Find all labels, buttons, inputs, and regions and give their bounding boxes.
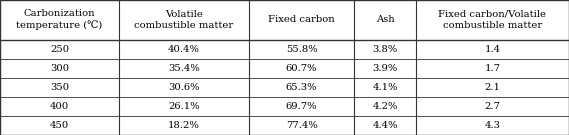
Text: 18.2%: 18.2% — [168, 121, 200, 130]
Text: 2.1: 2.1 — [484, 83, 500, 92]
Text: 300: 300 — [50, 64, 69, 73]
Text: 26.1%: 26.1% — [168, 102, 200, 111]
Text: 69.7%: 69.7% — [286, 102, 318, 111]
Text: Fixed carbon/Volatile
combustible matter: Fixed carbon/Volatile combustible matter — [438, 10, 546, 30]
Text: 4.4%: 4.4% — [372, 121, 398, 130]
Text: 1.4: 1.4 — [484, 45, 500, 54]
Text: 4.1%: 4.1% — [372, 83, 398, 92]
Text: 30.6%: 30.6% — [168, 83, 200, 92]
Text: Carbonization
temperature (℃): Carbonization temperature (℃) — [17, 9, 103, 31]
Text: Ash: Ash — [376, 15, 394, 24]
Text: 55.8%: 55.8% — [286, 45, 318, 54]
Text: 35.4%: 35.4% — [168, 64, 200, 73]
Text: 350: 350 — [50, 83, 69, 92]
Text: 450: 450 — [50, 121, 69, 130]
Text: 1.7: 1.7 — [484, 64, 500, 73]
Text: 4.2%: 4.2% — [372, 102, 398, 111]
Text: 77.4%: 77.4% — [286, 121, 318, 130]
Text: 4.3: 4.3 — [484, 121, 500, 130]
Text: 65.3%: 65.3% — [286, 83, 318, 92]
Text: Fixed carbon: Fixed carbon — [268, 15, 335, 24]
Text: 40.4%: 40.4% — [168, 45, 200, 54]
Text: 3.8%: 3.8% — [372, 45, 398, 54]
Text: 2.7: 2.7 — [484, 102, 500, 111]
Text: 60.7%: 60.7% — [286, 64, 318, 73]
Text: 3.9%: 3.9% — [372, 64, 398, 73]
Text: 400: 400 — [50, 102, 69, 111]
Text: 250: 250 — [50, 45, 69, 54]
Text: Volatile
combustible matter: Volatile combustible matter — [134, 10, 234, 30]
